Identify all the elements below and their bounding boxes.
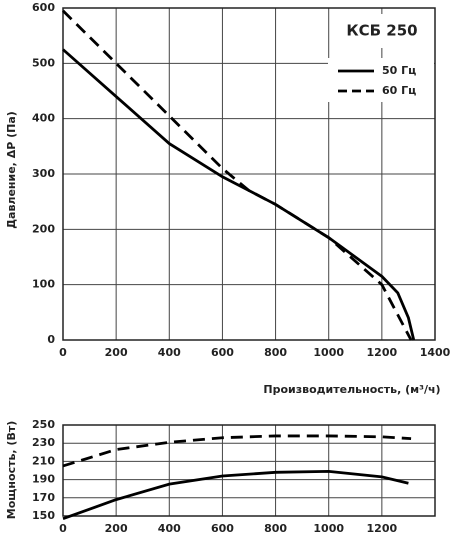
legend-label: 60 Гц (382, 84, 416, 97)
data-line (62, 470, 409, 521)
y-tick-label: 600 (32, 1, 55, 14)
x-tick-label: 400 (158, 522, 181, 535)
legend-box (328, 58, 434, 102)
x-tick-label: 600 (211, 522, 234, 535)
y-axis-title: Давление, ΔP (Па) (5, 111, 18, 229)
y-tick-label: 300 (32, 167, 55, 180)
y-tick-label: 170 (32, 491, 55, 504)
y-tick-label: 0 (47, 333, 55, 346)
x-tick-label: 1400 (420, 346, 450, 359)
x-tick-label: 600 (211, 346, 234, 359)
y-tick-label: 250 (32, 418, 55, 431)
data-line (62, 48, 416, 341)
chart-title: КСБ 250 (346, 22, 417, 40)
y-tick-label: 100 (32, 278, 55, 291)
x-tick-label: 1000 (313, 346, 344, 359)
y-tick-label: 230 (32, 436, 55, 449)
x-tick-label: 200 (105, 346, 128, 359)
x-axis-title: Производительность, (м³/ч) (263, 383, 440, 396)
legend-label: 50 Гц (382, 64, 416, 77)
y-tick-label: 150 (32, 509, 55, 522)
y-tick-label: 200 (32, 222, 55, 235)
y-tick-label: 500 (32, 56, 55, 69)
x-tick-label: 200 (105, 522, 128, 535)
y-axis-title: Мощность, (Вт) (5, 421, 18, 520)
title-box (330, 14, 434, 48)
x-tick-label: 400 (158, 346, 181, 359)
y-tick-label: 190 (32, 473, 55, 486)
data-line (62, 434, 412, 468)
x-tick-label: 1000 (313, 522, 344, 535)
x-tick-label: 0 (59, 346, 67, 359)
x-tick-label: 1200 (367, 346, 398, 359)
data-line (62, 9, 413, 341)
x-tick-label: 1200 (367, 522, 398, 535)
plot-frame (62, 424, 436, 517)
x-tick-label: 800 (264, 522, 287, 535)
y-tick-label: 400 (32, 112, 55, 125)
plot-frame (62, 7, 436, 341)
y-tick-label: 210 (32, 454, 55, 467)
x-tick-label: 0 (59, 522, 67, 535)
x-tick-label: 800 (264, 346, 287, 359)
